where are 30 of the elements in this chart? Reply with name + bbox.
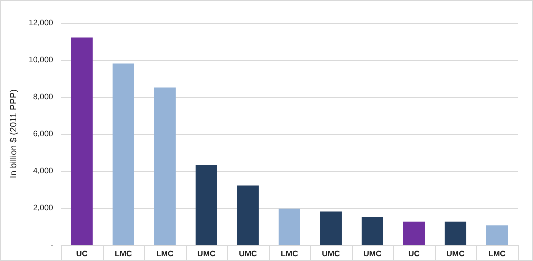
bar xyxy=(112,64,134,245)
y-tick-label: 4,000 xyxy=(33,166,54,176)
bar xyxy=(320,212,342,245)
y-tick-label: 8,000 xyxy=(33,92,54,102)
x-tick-label: UC xyxy=(76,250,88,258)
x-tick-label: LMC xyxy=(114,250,133,258)
x-tick-label: UMC xyxy=(322,250,341,258)
x-tick-label: UMC xyxy=(198,250,216,258)
y-tick-label: 12,000 xyxy=(28,18,54,28)
bar xyxy=(278,208,300,245)
bar xyxy=(196,165,218,245)
bar xyxy=(237,186,259,245)
y-tick-label: - xyxy=(50,240,54,250)
y-tick-label: 2,000 xyxy=(33,204,54,212)
bar xyxy=(154,88,176,245)
bar xyxy=(403,222,426,245)
bar xyxy=(362,217,384,245)
x-tick-label: UMC xyxy=(239,250,258,258)
x-tick-label: LMC xyxy=(488,250,506,258)
y-tick-label: 6,000 xyxy=(33,130,54,138)
x-tick-label: UC xyxy=(408,250,420,258)
x-tick-label: UMC xyxy=(446,250,466,258)
y-tick-label: 10,000 xyxy=(28,56,54,64)
bar xyxy=(486,226,508,245)
x-tick-label: UMC xyxy=(364,250,382,258)
x-tick-label: LMC xyxy=(156,250,174,258)
y-axis-title: In billion $ (2011 PPP) xyxy=(8,90,18,178)
x-tick-label: LMC xyxy=(281,250,299,258)
bar xyxy=(444,222,467,245)
bar xyxy=(71,38,93,245)
